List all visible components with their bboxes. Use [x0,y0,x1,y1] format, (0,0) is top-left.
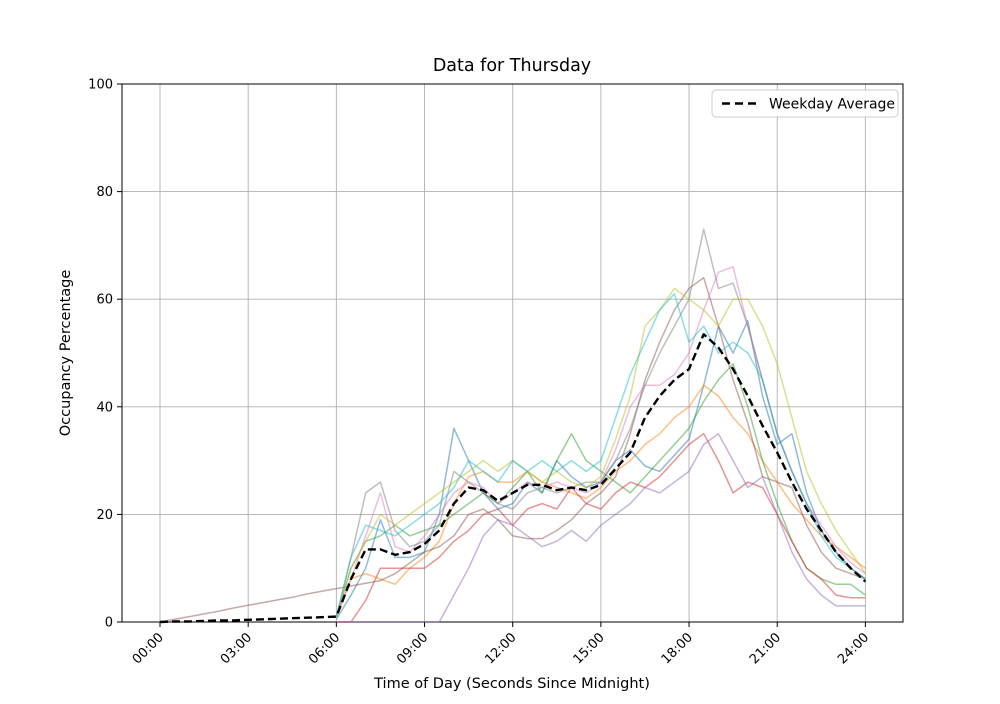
chart-title: Data for Thursday [433,56,591,76]
x-axis-label: Time of Day (Seconds Since Midnight) [373,676,650,692]
series-line-olive [335,287,867,617]
x-tick-label: 12:00 [482,630,519,667]
y-tick-label: 60 [96,293,113,308]
y-tick-label: 40 [96,400,113,415]
x-tick-label: 24:00 [835,630,872,667]
series-lines-layer [159,228,867,624]
series-line-brown [159,276,866,623]
x-tick-label: 06:00 [306,630,343,667]
x-tick-label: 03:00 [218,630,255,667]
weekday-average-line [159,333,867,624]
x-tick-label: 09:00 [394,630,431,667]
y-axis-label: Occupancy Percentage [58,270,74,437]
tick-label-layer: 00:00 03:00 06:00 09:00 12:00 15:00 18:00 21:00… [88,78,872,668]
x-tick-label: 00:00 [130,630,167,667]
x-tick-label: 18:00 [659,630,696,667]
y-tick-label: 20 [96,508,113,523]
grid-layer [122,83,903,623]
x-tick-label: 15:00 [571,630,608,667]
series-line-purple [336,432,866,623]
series-line-cyan [335,293,866,617]
x-tick-label: 21:00 [747,630,784,667]
legend-label: Weekday Average [769,97,895,113]
y-tick-label: 0 [105,616,113,631]
series-line-green [335,363,866,617]
tick-layer [117,83,866,627]
legend-box [711,89,899,118]
y-tick-label: 80 [96,185,113,200]
legend: Weekday Average [711,89,899,118]
y-tick-label: 100 [88,78,113,93]
